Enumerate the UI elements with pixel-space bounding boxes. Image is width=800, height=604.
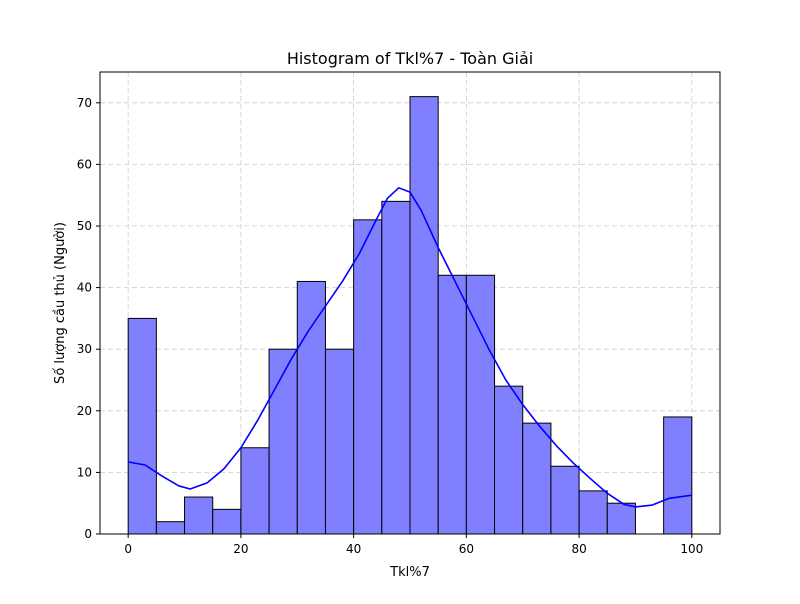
- histogram-bar: [155, 521, 186, 535]
- x-tick-label: 80: [571, 542, 586, 556]
- histogram-bar: [663, 416, 693, 535]
- x-tick-label: 40: [346, 542, 361, 556]
- y-axis-ticks: 0 10 20 30 40 50 60 70: [77, 96, 100, 541]
- x-axis-ticks: 0 20 40 60 80 100: [124, 534, 703, 556]
- histogram-bar: [409, 96, 439, 535]
- y-tick-label: 0: [84, 527, 92, 541]
- histogram-bar: [184, 496, 214, 535]
- histogram-bar: [296, 280, 326, 535]
- histogram-bar: [494, 385, 524, 535]
- x-tick-label: 100: [680, 542, 703, 556]
- y-tick-label: 30: [77, 342, 92, 356]
- y-tick-label: 20: [77, 404, 92, 418]
- y-axis-label: Số lượng cầu thủ (Người): [53, 222, 68, 384]
- histogram-bar: [437, 274, 467, 535]
- y-tick-label: 10: [77, 465, 92, 479]
- kde-curve: [128, 187, 692, 508]
- histogram-bar: [240, 447, 270, 535]
- x-tick-label: 20: [233, 542, 248, 556]
- histogram-bar: [550, 465, 580, 535]
- y-tick-label: 70: [77, 96, 92, 110]
- x-tick-label: 60: [459, 542, 474, 556]
- x-tick-label: 0: [124, 542, 132, 556]
- histogram-bar: [606, 502, 636, 535]
- y-tick-label: 50: [77, 219, 92, 233]
- kde-curve-group: [128, 187, 692, 508]
- histogram-bar: [522, 422, 552, 535]
- histogram-bar: [212, 508, 242, 535]
- histogram-bar: [324, 348, 355, 535]
- histogram-bar: [127, 317, 157, 535]
- histogram-bar: [381, 200, 411, 535]
- histogram-bar: [268, 348, 298, 535]
- y-tick-label: 60: [77, 157, 92, 171]
- chart-title: Histogram of Tkl%7 - Toàn Giải: [287, 49, 533, 68]
- y-tick-label: 40: [77, 281, 92, 295]
- histogram-bars: [127, 96, 693, 535]
- axes-frame: [99, 71, 721, 535]
- histogram-bar: [353, 219, 383, 535]
- histogram-bar: [578, 490, 608, 535]
- x-axis-label: Tkl%7: [389, 565, 430, 580]
